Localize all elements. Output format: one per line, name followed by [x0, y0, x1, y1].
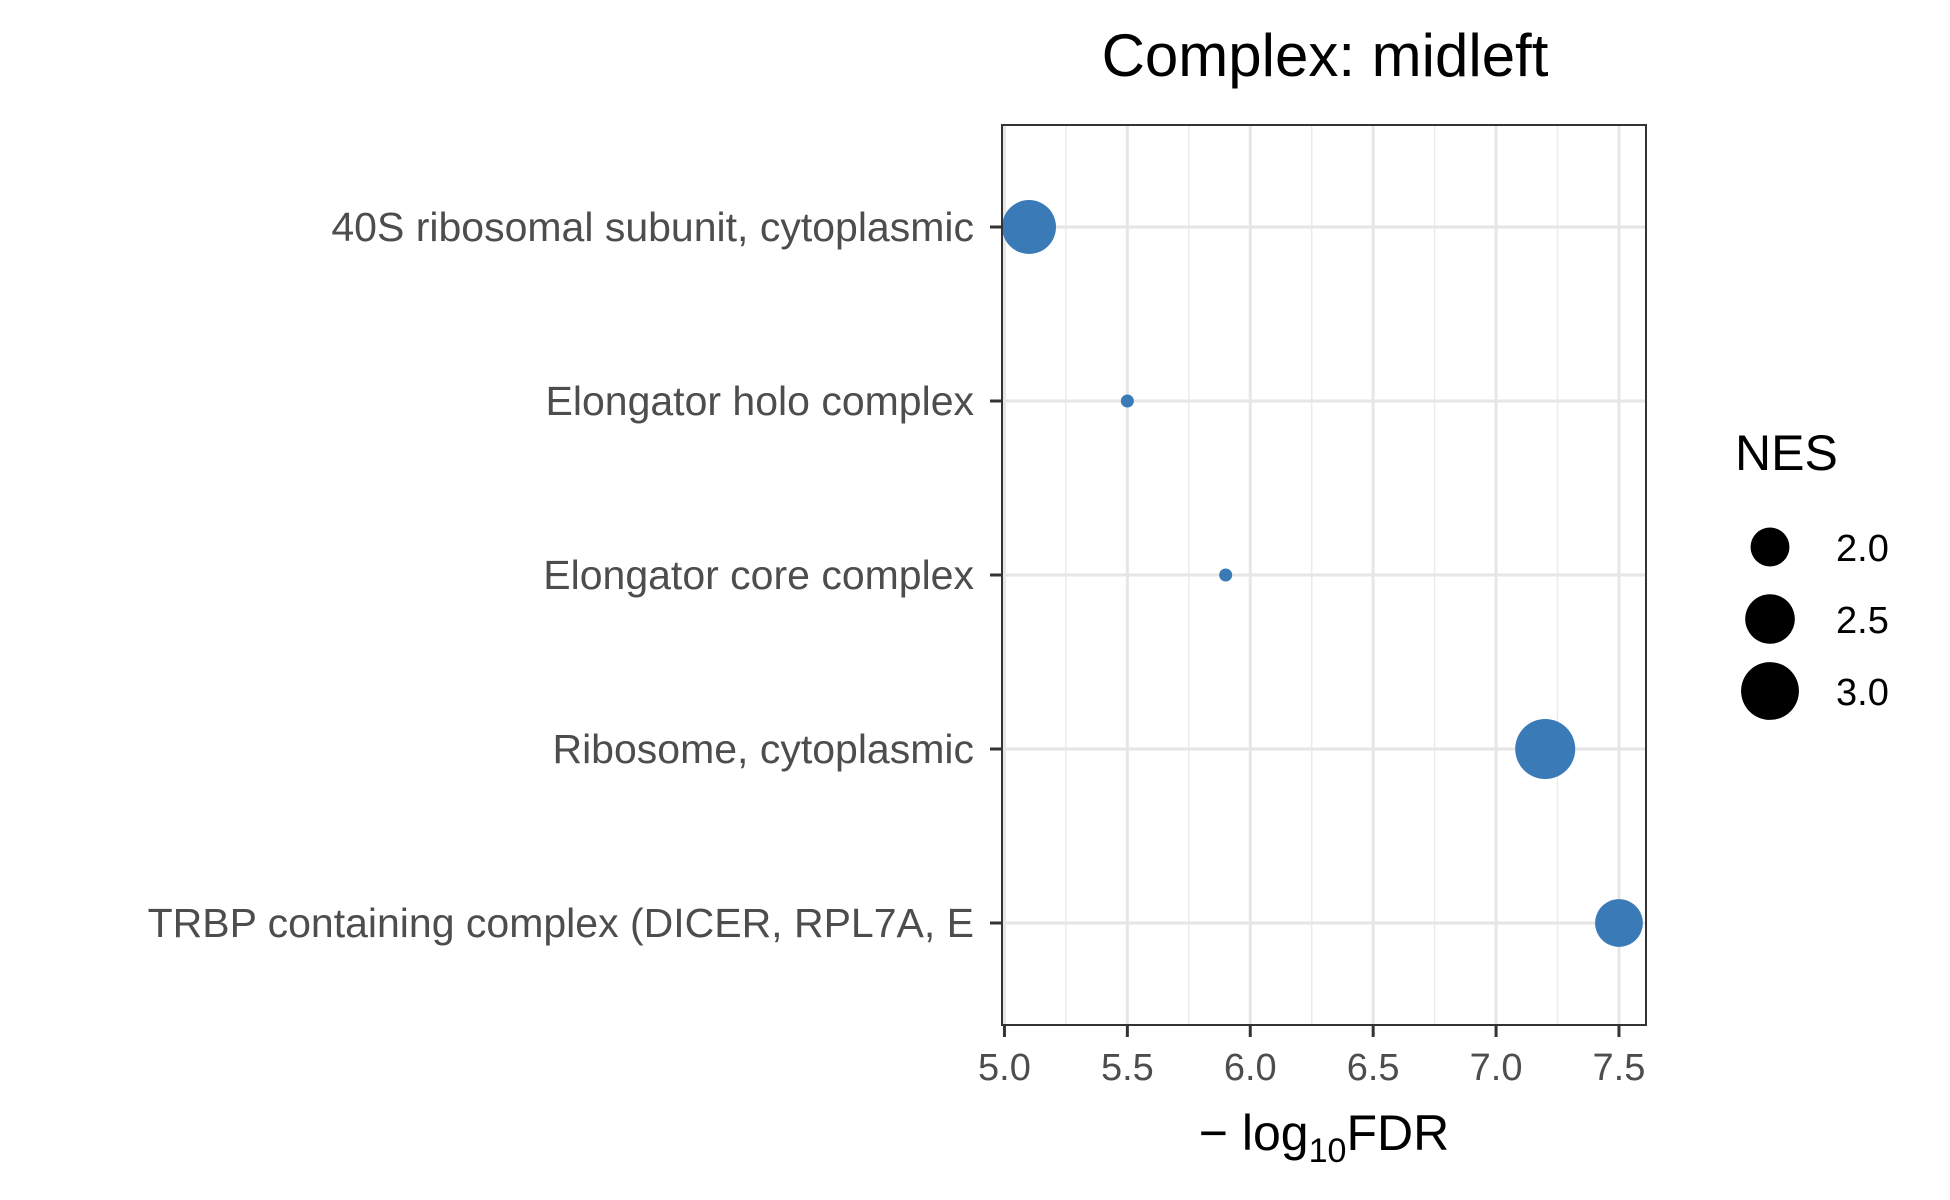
x-axis: 5.0 5.5 6.0 6.5 7.0 7.5: [978, 1025, 1645, 1089]
y-axis: 40S ribosomal subunit, cytoplasmic Elonga…: [148, 204, 1002, 946]
x-axis-title-suffix: FDR: [1346, 1105, 1449, 1161]
legend-title: NES: [1735, 425, 1838, 481]
x-tick-label: 5.5: [1101, 1047, 1154, 1089]
data-point: [1595, 899, 1643, 947]
x-tick-label: 7.5: [1593, 1047, 1646, 1089]
grid-lines: [1002, 125, 1646, 1025]
y-tick-label: Elongator holo complex: [546, 378, 975, 424]
x-tick-label: 5.0: [978, 1047, 1031, 1089]
legend-key: [1750, 527, 1790, 567]
legend-label: 2.0: [1836, 528, 1889, 570]
data-points: [1002, 200, 1643, 947]
size-legend: NES 2.0 2.5 3.0: [1735, 425, 1889, 720]
x-tick-label: 6.5: [1347, 1047, 1400, 1089]
data-point: [1002, 200, 1056, 254]
y-tick-label: Ribosome, cytoplasmic: [552, 726, 974, 772]
data-point: [1515, 718, 1576, 780]
x-tick-label: 6.0: [1224, 1047, 1277, 1089]
x-axis-title-subscript: 10: [1309, 1132, 1347, 1170]
y-tick-label: 40S ribosomal subunit, cytoplasmic: [331, 204, 974, 250]
chart-title: Complex: midleft: [1102, 22, 1549, 89]
legend-label: 3.0: [1836, 672, 1889, 714]
legend-key: [1745, 594, 1795, 644]
x-tick-label: 7.0: [1470, 1047, 1523, 1089]
y-tick-label: Elongator core complex: [543, 552, 974, 598]
x-axis-title-prefix: − log: [1199, 1105, 1309, 1161]
x-axis-title: − log10FDR: [1199, 1105, 1449, 1170]
data-point: [1219, 568, 1233, 582]
y-tick-label: TRBP containing complex (DICER, RPL7A, E: [148, 900, 974, 946]
legend-label: 2.5: [1836, 600, 1889, 642]
legend-key: [1741, 662, 1799, 720]
data-point: [1120, 394, 1134, 408]
